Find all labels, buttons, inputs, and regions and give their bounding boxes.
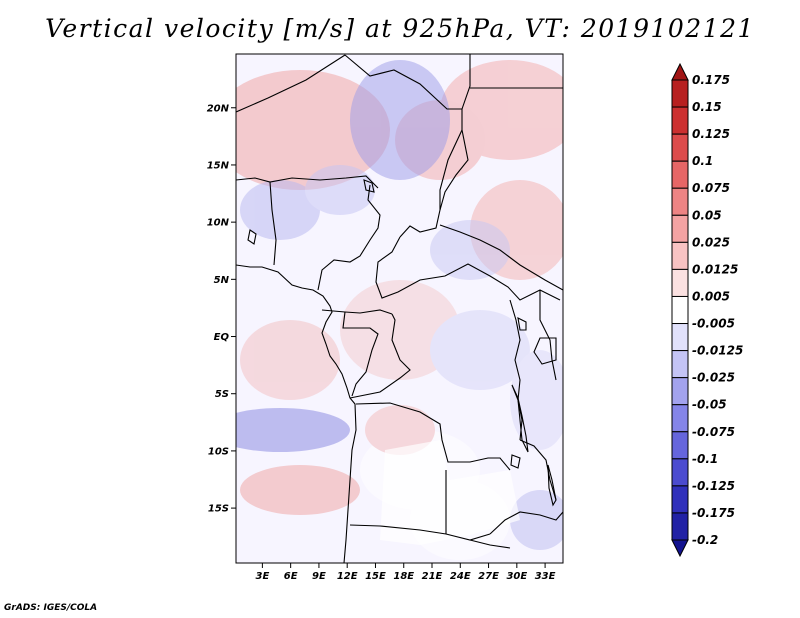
country-borders bbox=[236, 54, 563, 563]
colorbar-bin bbox=[671, 295, 689, 325]
lake-tanganyika bbox=[511, 384, 529, 453]
border-sudan-south bbox=[439, 224, 563, 291]
lat-tick-label: 10N bbox=[207, 218, 230, 229]
colorbar-bin bbox=[671, 187, 689, 216]
colorbar-bin bbox=[671, 458, 689, 487]
footer-credit: GrADS: IGES/COLA bbox=[4, 603, 98, 613]
lat-tick-label: 15N bbox=[207, 160, 230, 171]
chart-title: Vertical velocity [m/s] at 925hPa, VT: 2… bbox=[45, 14, 755, 43]
border-drc-congo bbox=[349, 313, 411, 399]
lake-kivu bbox=[517, 317, 527, 331]
colorbar-label: -0.0125 bbox=[692, 344, 743, 358]
border-nigeria-west bbox=[269, 181, 277, 266]
lon-tick-label: 21E bbox=[422, 571, 443, 582]
colorbar-label: 0.025 bbox=[692, 235, 730, 249]
border-car bbox=[375, 236, 561, 301]
colorbar-label: -0.175 bbox=[692, 506, 735, 520]
colorbar-bin bbox=[671, 377, 689, 406]
colorbar-top-triangle bbox=[671, 62, 689, 81]
border-cameroon-gabon bbox=[321, 309, 393, 315]
colorbar-label: 0.15 bbox=[692, 100, 722, 114]
lat-tick-label: 5S bbox=[215, 389, 229, 400]
lat-tick-label: 10S bbox=[208, 446, 229, 457]
colorbar-bin bbox=[671, 323, 689, 352]
lake-chad bbox=[363, 179, 375, 193]
border-niger-south bbox=[236, 175, 379, 189]
colorbar-label: 0.005 bbox=[692, 289, 730, 303]
colorbar-bin bbox=[671, 350, 689, 379]
lon-tick-label: 6E bbox=[284, 571, 298, 582]
colorbar-label: -0.2 bbox=[692, 533, 718, 547]
colorbar-bin bbox=[671, 485, 689, 514]
lon-tick-label: 18E bbox=[393, 571, 414, 582]
border-uganda-drc bbox=[509, 299, 523, 441]
colorbar-label: -0.025 bbox=[692, 371, 735, 385]
lat-tick-label: 5N bbox=[214, 275, 230, 286]
colorbar-label: 0.05 bbox=[692, 208, 722, 222]
lon-tick-label: 9E bbox=[312, 571, 326, 582]
colorbar-label: 0.075 bbox=[692, 181, 730, 195]
lon-tick-label: 3E bbox=[255, 571, 269, 582]
border-chad-sudan bbox=[439, 129, 469, 211]
border-mozambique bbox=[489, 511, 563, 535]
colorbar: 0.175 0.15 0.125 0.1 0.075 0.05 0.025 0.0125 0.0… bbox=[671, 62, 743, 558]
map-frame bbox=[235, 53, 564, 564]
colorbar-bin bbox=[671, 431, 689, 460]
lake-malawi bbox=[547, 464, 557, 507]
border-mali-algeria bbox=[236, 54, 346, 113]
border-angola-namibia bbox=[349, 524, 491, 541]
lon-tick-label: 27E bbox=[478, 571, 499, 582]
lake-mweru bbox=[510, 454, 521, 469]
colorbar-bottom-triangle bbox=[671, 539, 689, 558]
velocity-field bbox=[236, 54, 563, 563]
lat-tick-label: EQ bbox=[214, 332, 230, 343]
colorbar-label: 0.1 bbox=[692, 154, 713, 168]
colorbar-label: -0.005 bbox=[692, 317, 735, 331]
lon-tick-label: 33E bbox=[535, 571, 556, 582]
calm-region bbox=[380, 440, 520, 545]
colorbar-bin bbox=[671, 106, 689, 135]
lat-tick-label: 15S bbox=[208, 504, 229, 515]
border-tanzania bbox=[519, 439, 557, 501]
map-plot-area bbox=[235, 53, 564, 564]
lake-volta bbox=[247, 229, 257, 245]
border-drc-angola bbox=[355, 402, 511, 471]
colorbar-label: -0.075 bbox=[692, 425, 735, 439]
border-libya-egypt bbox=[461, 54, 471, 110]
border-zimbabwe bbox=[469, 539, 511, 549]
colorbar-bin bbox=[671, 512, 689, 541]
colorbar-bin bbox=[671, 214, 689, 243]
colorbar-bin bbox=[671, 241, 689, 270]
colorbar-label: 0.0125 bbox=[692, 262, 738, 276]
colorbar-bin bbox=[671, 79, 689, 108]
lon-tick-label: 15E bbox=[365, 571, 386, 582]
border-east bbox=[539, 290, 557, 381]
colorbar-label: -0.1 bbox=[692, 452, 718, 466]
longitude-axis: 3E 6E 9E 12E 15E 18E 21E 24E 27E 30E 33E bbox=[255, 563, 556, 582]
colorbar-bin bbox=[671, 404, 689, 433]
latitude-axis: 20N 15N 10N 5N EQ 5S 10S 15S bbox=[207, 103, 236, 515]
lon-tick-label: 30E bbox=[506, 571, 527, 582]
colorbar-bin bbox=[671, 160, 689, 189]
colorbar-label: 0.175 bbox=[692, 73, 730, 87]
colorbar-bin bbox=[671, 133, 689, 162]
lon-tick-label: 12E bbox=[337, 571, 358, 582]
border-chad-niger bbox=[399, 129, 463, 238]
colorbar-label: -0.125 bbox=[692, 479, 735, 493]
border-congo bbox=[342, 311, 379, 397]
colorbar-label: 0.125 bbox=[692, 127, 730, 141]
border-nigeria-cameroon bbox=[317, 184, 381, 291]
lat-tick-label: 20N bbox=[207, 103, 230, 114]
lake-victoria bbox=[533, 337, 557, 365]
colorbar-bin bbox=[671, 268, 689, 297]
lon-tick-label: 24E bbox=[450, 571, 471, 582]
lakes bbox=[247, 179, 557, 507]
coastline bbox=[236, 264, 357, 563]
colorbar-label: -0.05 bbox=[692, 398, 727, 412]
